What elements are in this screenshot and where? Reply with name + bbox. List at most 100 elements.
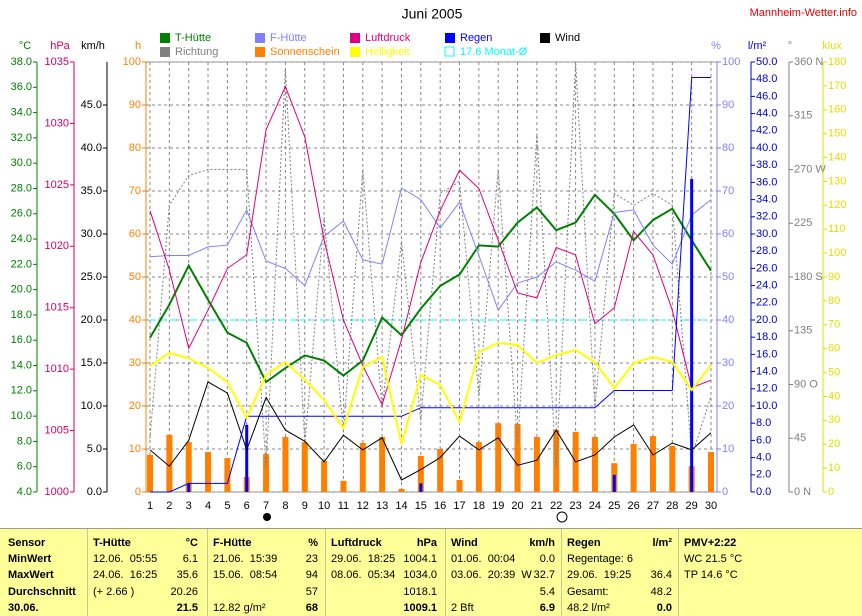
y-tick-label: 10	[828, 462, 840, 474]
y-tick-label: 170	[828, 80, 846, 92]
legend-swatch	[540, 33, 550, 43]
y-tick-label: 44.0	[756, 108, 777, 120]
cell-value: 68	[305, 602, 318, 614]
y-tick-label: 30	[129, 357, 141, 369]
separator	[678, 529, 679, 616]
y-tick-label: 40.0	[756, 142, 777, 154]
bar	[456, 479, 463, 492]
x-tick-label: 5	[224, 500, 230, 512]
axis-title: °C	[19, 40, 31, 52]
x-tick-label: 22	[550, 500, 562, 512]
x-tick-label: 12	[357, 500, 369, 512]
series-line	[149, 187, 712, 312]
bar	[263, 454, 270, 492]
column-title: Wind	[451, 537, 478, 549]
cell-text: 15.06. 08:54	[213, 569, 278, 581]
cell-value: 1009.1	[403, 602, 437, 614]
legend-label: Wind	[555, 32, 580, 44]
x-tick-label: 21	[531, 500, 543, 512]
cell-value: 5.4	[539, 586, 555, 598]
legend-label: T-Hütte	[175, 32, 211, 44]
y-tick-label: 50	[722, 271, 734, 283]
y-tick-label: 60	[722, 228, 734, 240]
legend-swatch	[350, 33, 360, 43]
y-tick-label: 16.0	[11, 334, 32, 346]
y-tick-label: 36.0	[11, 81, 32, 93]
rain-bar	[612, 474, 616, 492]
series-line	[149, 85, 712, 407]
y-tick-label: 10	[129, 443, 141, 455]
bar	[591, 436, 598, 492]
axis-title: klux	[822, 40, 842, 52]
y-tick-label: 22.0	[756, 297, 777, 309]
column-unit: km/h	[529, 537, 555, 549]
y-tick-label: 45	[794, 432, 806, 444]
cell-text: 01.06. 00:04	[451, 553, 516, 565]
x-tick-label: 7	[263, 500, 269, 512]
y-tick-label: 20	[828, 438, 840, 450]
x-tick-label: 14	[395, 500, 407, 512]
y-tick-label: 50	[828, 366, 840, 378]
bar	[224, 458, 231, 492]
axis-title: km/h	[81, 40, 105, 52]
cell-value: 20.26	[170, 586, 198, 598]
y-tick-label: 90	[828, 271, 840, 283]
separator	[561, 529, 562, 616]
cell-text: MinWert	[8, 553, 52, 565]
y-tick-label: 18.0	[756, 331, 777, 343]
cell-text: 29.06. 19:25	[567, 569, 632, 581]
y-tick-label: 180	[828, 56, 846, 68]
y-tick-label: 0 N	[794, 486, 811, 498]
y-tick-label: 0.0	[756, 486, 771, 498]
y-tick-label: 10.0	[81, 400, 102, 412]
bar	[630, 443, 637, 492]
y-tick-label: 38.0	[756, 159, 777, 171]
y-tick-label: 70	[129, 185, 141, 197]
y-tick-label: 0	[722, 486, 728, 498]
cell-text: Gesamt:	[567, 586, 609, 598]
moon-full	[556, 511, 568, 523]
x-tick-label: 6	[244, 500, 250, 512]
x-tick-label: 28	[666, 500, 678, 512]
y-tick-label: 32.0	[756, 211, 777, 223]
series-line	[149, 341, 712, 445]
legend-value: 17.6	[460, 46, 481, 58]
bar	[533, 436, 540, 492]
column-title: F-Hütte	[213, 537, 252, 549]
cell-text: 48.2 l/m²	[567, 602, 610, 614]
y-tick-label: 160	[828, 104, 846, 116]
y-tick-label: 20.0	[11, 284, 32, 296]
y-tick-label: 28.0	[11, 182, 32, 194]
legend-label: Monat-Ø	[484, 46, 527, 58]
y-tick-label: 28.0	[756, 245, 777, 257]
y-tick-label: 30.0	[81, 228, 102, 240]
axis-title: %	[711, 40, 721, 52]
bar	[417, 455, 424, 492]
y-tick-label: 80	[129, 142, 141, 154]
cell-value: 57	[305, 586, 318, 598]
y-tick-label: 34.0	[11, 106, 32, 118]
cell-text: 03.06. 20:39 W	[451, 569, 532, 581]
cell-value: 1034.0	[403, 569, 437, 581]
moon-new	[263, 513, 271, 521]
cell-value: 36.4	[650, 569, 672, 581]
cell-value: 21.5	[176, 602, 198, 614]
x-tick-label: 30	[705, 500, 717, 512]
cell-text: TP 14.6 °C	[684, 569, 738, 581]
x-tick-label: 16	[434, 500, 446, 512]
cell-text: 30.06.	[8, 602, 39, 614]
cell-value: 6.9	[539, 602, 555, 614]
cell-text: 21.06. 15:39	[213, 553, 278, 565]
y-tick-label: 10.0	[756, 400, 777, 412]
y-tick-label: 6.0	[756, 434, 771, 446]
y-tick-label: 60	[129, 228, 141, 240]
bar	[437, 449, 444, 492]
bar	[205, 452, 212, 492]
y-tick-label: 50.0	[756, 56, 777, 68]
column-title: PMV+2:22	[684, 537, 737, 549]
cell-text: 12.82 g/m²	[213, 602, 266, 614]
y-tick-label: 1030	[45, 117, 69, 129]
cell-value: 6.1	[182, 553, 198, 565]
y-tick-label: 60	[828, 343, 840, 355]
